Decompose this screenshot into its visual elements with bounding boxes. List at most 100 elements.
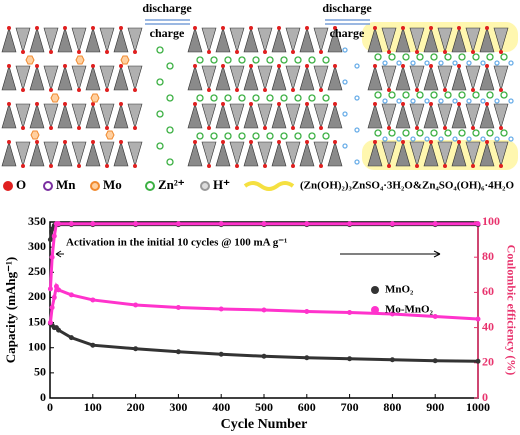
polyhedron [15,65,31,92]
mo-ion [120,55,130,65]
oxygen [119,140,123,144]
data-point [133,346,139,352]
ion [280,132,288,140]
polyhedron [187,26,203,53]
oxygen [7,64,11,68]
polyhedron [99,27,115,54]
polyhedron [409,65,425,92]
polyhedron [1,26,17,53]
polyhedron [285,141,301,168]
polyhedron [423,26,439,53]
polyhedron [465,141,481,168]
ion [354,95,360,101]
oxygen [277,64,281,68]
ion [500,129,508,137]
schematic [1,22,518,170]
ion [416,53,424,61]
data-point [475,316,481,322]
polyhedron [423,102,439,129]
ion [452,60,458,66]
ion [500,91,508,99]
polyhedron [29,140,45,167]
ion [238,132,246,140]
polyhedron [29,64,45,91]
ion [322,94,330,102]
oxygen [105,88,109,92]
polyhedron [99,141,115,168]
polyhedron [327,140,343,167]
ion [210,132,218,140]
polyhedron [243,26,259,53]
oxygen [485,140,489,144]
legend-label: MnO₂ [385,284,414,296]
ion [224,94,232,102]
polyhedron [71,65,87,92]
polyhedron [423,140,439,167]
ion [410,136,416,142]
ion [156,110,164,118]
ion [402,129,410,137]
mo-ion [75,55,85,65]
ion [508,136,514,142]
legend-label: Zn²⁺ [158,177,185,192]
data-point [389,221,395,227]
ion [494,60,500,66]
oxygen [485,102,489,106]
legend-label: H⁺ [213,177,230,192]
polyhedron [409,27,425,54]
polyhedron [479,64,495,91]
polyhedron [437,103,453,130]
polyhedron [229,141,245,168]
ion [494,136,500,142]
ion [374,91,382,99]
oxygen [291,50,295,54]
oxygen [429,64,433,68]
y-tick-label: 100 [28,339,46,353]
ion [322,132,330,140]
ion [466,136,472,142]
polyhedron [479,26,495,53]
polyhedron [243,102,259,129]
oxygen [319,164,323,168]
polyhedron [381,65,397,92]
ion [438,60,444,66]
data-point [347,356,353,362]
polyhedron [187,140,203,167]
ion [486,91,494,99]
ion [396,60,402,66]
ion [494,98,500,104]
oxygen [249,64,253,68]
oxygen [291,164,295,168]
polyhedron [313,65,329,92]
oxygen [91,102,95,106]
oxygen [499,164,503,168]
ion [452,136,458,142]
ion [224,132,232,140]
polyhedron [187,102,203,129]
oxygen [319,50,323,54]
legend-marker [200,181,210,191]
polyhedron [409,103,425,130]
polyhedron [313,27,329,54]
polyhedron [15,103,31,130]
polyhedron [215,102,231,129]
polyhedron [367,140,383,167]
ion [472,53,480,61]
ion [374,53,382,61]
mo-ion [105,130,115,140]
oxygen [443,50,447,54]
polyhedron [15,141,31,168]
ion [472,91,480,99]
oxygen [333,64,337,68]
oxygen [77,50,81,54]
oxygen [77,126,81,130]
polyhedron [395,64,411,91]
ion [196,94,204,102]
ion [156,78,164,86]
oxygen [21,164,25,168]
y-axis-label: Capacity (mAhg⁻¹) [3,257,18,363]
schematic-legend: O Mn Mo Zn²⁺ H⁺ (Zn(OH)₂)₃ZnSO₄·3H₂O&Zn₄SO₄(O… [3,177,514,192]
legend-label: O [16,177,26,192]
data-point [68,221,74,227]
ion [238,56,246,64]
